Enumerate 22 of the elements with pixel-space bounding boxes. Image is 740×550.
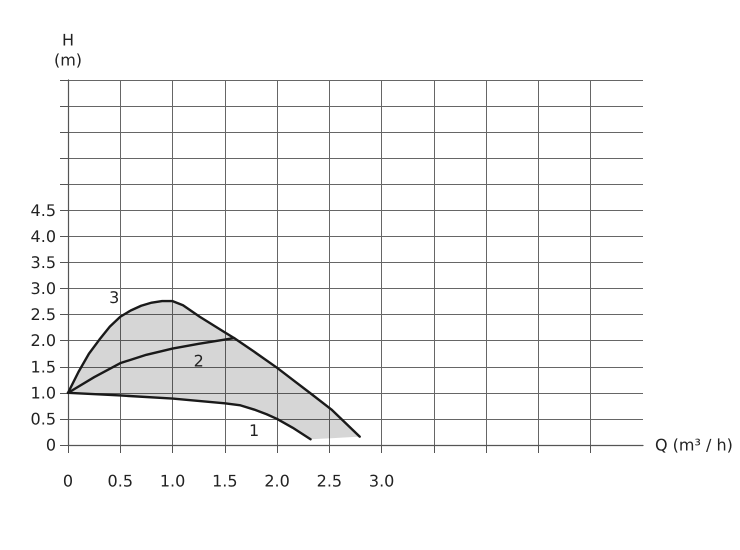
x-tick-label: 2.0 <box>264 472 290 490</box>
y-tick-label: 0 <box>46 436 56 454</box>
x-axis-title: Q (m³ / h) <box>655 436 733 454</box>
x-tick-label: 2.5 <box>316 472 342 490</box>
series-label: 1 <box>248 421 260 440</box>
y-tick-label: 4.0 <box>30 226 56 246</box>
y-tick-label: 0.5 <box>30 409 56 428</box>
y-tick-label: 1.0 <box>30 383 56 402</box>
y-tick-label: 1.5 <box>30 357 56 376</box>
y-tick-label: 3.5 <box>30 253 56 272</box>
x-tick-label: 1.5 <box>212 472 238 490</box>
y-tick-label: 3.0 <box>30 279 56 298</box>
x-tick-label: 0 <box>62 472 74 490</box>
x-tick-label: 3.0 <box>368 472 394 490</box>
y-tick-label: 4.5 <box>30 200 56 220</box>
y-tick-label: 2.5 <box>30 305 56 324</box>
x-tick-label: 0.5 <box>108 472 133 490</box>
y-tick-label: 2.0 <box>30 331 56 350</box>
series-label: 2 <box>194 351 204 370</box>
x-tick-label: 1.0 <box>160 472 186 490</box>
y-axis-title: H (m) <box>54 30 82 70</box>
series-label: 3 <box>109 288 120 308</box>
